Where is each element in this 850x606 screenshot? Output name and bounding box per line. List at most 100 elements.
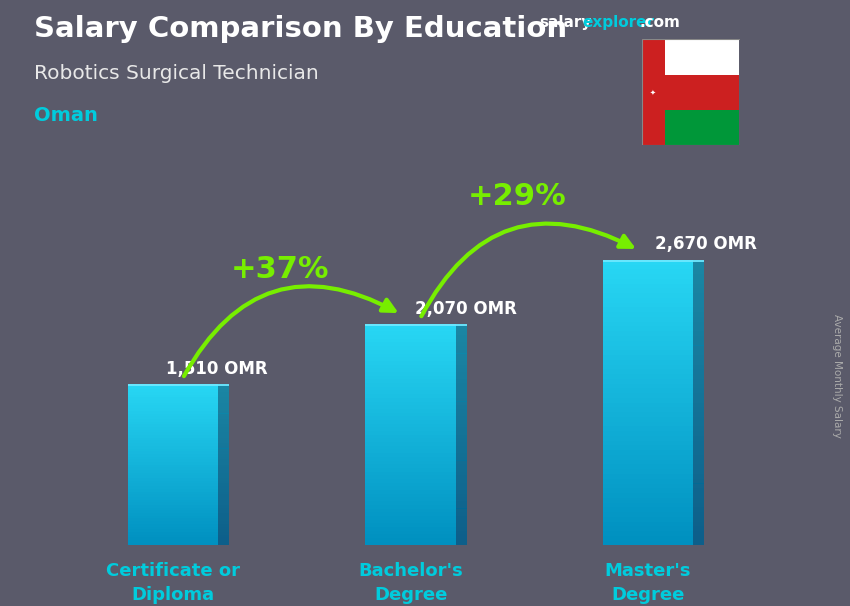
Bar [366,331,456,335]
Bar [218,510,229,513]
Bar [693,536,704,541]
Bar [603,331,693,336]
Bar [603,427,693,431]
Bar [603,312,693,317]
Bar [603,341,693,345]
Bar [218,392,229,395]
Bar [603,536,693,541]
Bar [366,379,456,383]
Bar [128,494,218,497]
Bar [456,438,467,442]
Bar [603,307,693,312]
Bar [218,505,229,508]
Bar [603,474,693,479]
Bar [366,365,456,368]
Bar [128,454,218,456]
Bar [128,465,218,467]
Text: .com: .com [639,15,680,30]
Bar [366,519,456,523]
Bar [366,457,456,461]
Bar [693,274,704,279]
Bar [128,486,218,489]
Bar [693,427,704,431]
Bar [218,446,229,448]
Bar [603,469,693,474]
Bar [128,384,218,387]
Bar [603,288,693,293]
Bar [128,413,218,416]
Bar [128,538,218,540]
Bar [603,512,693,517]
Bar [128,389,218,392]
Bar [128,405,218,408]
Bar [128,403,218,405]
Bar [128,521,218,524]
Bar [128,438,218,441]
Bar [693,522,704,527]
Bar [603,369,693,374]
Bar [603,274,693,279]
Bar [366,479,456,482]
Bar [456,405,467,409]
Bar [693,355,704,360]
Bar [366,416,456,420]
Bar [456,424,467,427]
Bar [603,402,693,407]
Bar [456,350,467,353]
Bar [693,488,704,493]
Bar [366,368,456,372]
Text: Robotics Surgical Technician: Robotics Surgical Technician [34,64,319,82]
Bar [693,422,704,427]
Bar [456,482,467,487]
Bar [366,538,456,542]
Bar [456,387,467,390]
Bar [456,464,467,468]
Bar [218,451,229,454]
Bar [218,448,229,451]
Bar [218,467,229,470]
Bar [128,427,218,430]
Text: Salary Comparison By Education: Salary Comparison By Education [34,15,567,43]
Bar [603,388,693,393]
Bar [366,475,456,479]
Bar [128,510,218,513]
Bar [693,460,704,465]
Bar [218,484,229,486]
Bar [218,430,229,432]
Bar [218,524,229,527]
Bar [366,324,456,328]
Bar [218,435,229,438]
Bar [218,521,229,524]
Bar [693,455,704,460]
Bar [366,405,456,409]
Bar [603,498,693,502]
Bar [128,441,218,443]
Bar [456,379,467,383]
Bar [128,462,218,465]
Bar [693,436,704,441]
Bar [366,431,456,435]
Bar [366,376,456,379]
Bar [693,502,704,507]
Bar [218,411,229,413]
Bar [456,494,467,498]
Bar [456,508,467,512]
Bar [693,445,704,450]
Bar [603,260,693,265]
Bar [456,427,467,431]
Bar [693,402,704,407]
Bar [128,424,218,427]
Text: ✦: ✦ [650,90,656,95]
Bar [366,534,456,538]
Bar [366,390,456,394]
Bar [218,475,229,478]
Bar [693,531,704,536]
FancyBboxPatch shape [603,260,704,262]
Text: +37%: +37% [230,255,329,284]
Bar [128,448,218,451]
Bar [603,526,693,531]
Bar [693,493,704,498]
Bar [128,408,218,411]
Bar [366,442,456,446]
Bar [693,298,704,302]
